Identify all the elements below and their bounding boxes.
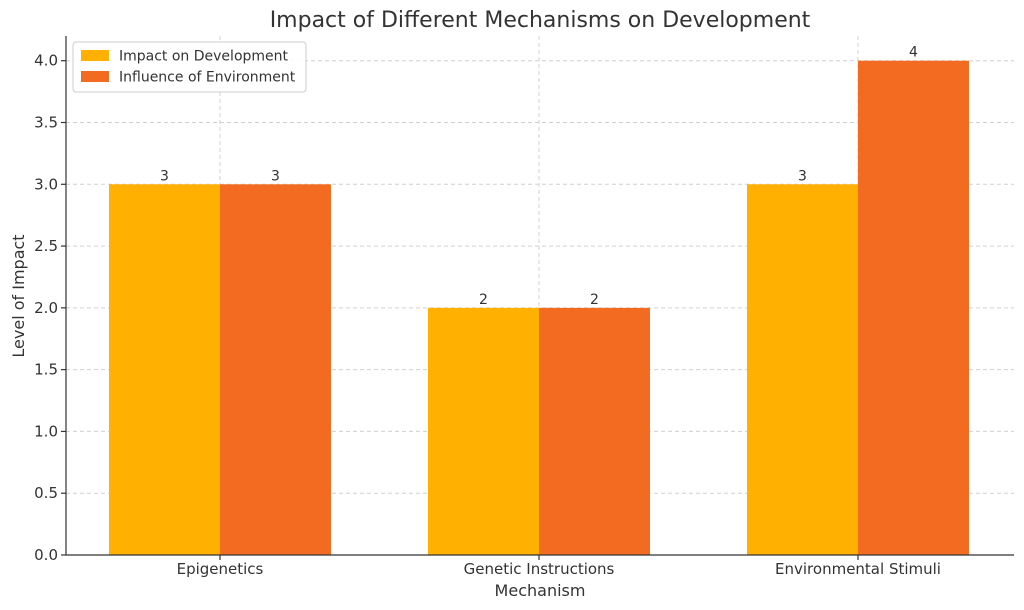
y-tick-label: 2.5 xyxy=(34,237,58,255)
y-tick-label: 2.0 xyxy=(34,299,58,317)
legend-label: Impact on Development xyxy=(119,49,289,65)
bar-influence-of-environment xyxy=(220,184,331,556)
y-tick-label: 4.0 xyxy=(34,52,58,70)
bar-impact-on-development xyxy=(747,184,858,556)
bar-influence-of-environment xyxy=(539,307,650,555)
x-tick-label: Genetic Instructions xyxy=(464,560,615,578)
labels-layer: 3 2 3 3 2 4 xyxy=(160,45,918,308)
bar-value-label: 4 xyxy=(909,45,918,61)
legend-box xyxy=(72,41,307,93)
bar-influence-of-environment xyxy=(858,60,969,555)
chart-title: Impact of Different Mechanisms on Develo… xyxy=(270,8,811,33)
legend: Impact on Development Influence of Enviro… xyxy=(72,41,307,93)
x-tick-label: Environmental Stimuli xyxy=(775,560,941,578)
x-tick-label: Epigenetics xyxy=(177,560,264,578)
y-axis-title: Level of Impact xyxy=(9,234,28,357)
y-tick-label: 3.5 xyxy=(34,114,58,132)
bars-layer xyxy=(109,60,969,556)
axes-layer: 0.0 0.5 1.0 1.5 2.0 2.5 3.0 3.5 4.0 Epigenetics Ge… xyxy=(34,36,1014,578)
bar-impact-on-development xyxy=(109,184,220,556)
y-tick-label: 1.5 xyxy=(34,361,58,379)
bar-value-label: 2 xyxy=(479,292,488,308)
bar-value-label: 3 xyxy=(160,168,169,184)
bar-value-label: 2 xyxy=(590,292,599,308)
x-axis-title: Mechanism xyxy=(495,581,586,600)
bar-impact-on-development xyxy=(428,307,539,555)
bar-value-label: 3 xyxy=(271,168,280,184)
y-tick-label: 0.5 xyxy=(34,484,58,502)
legend-swatch xyxy=(81,50,109,61)
bar-value-label: 3 xyxy=(798,168,807,184)
y-tick-label: 0.0 xyxy=(34,546,58,564)
legend-label: Influence of Environment xyxy=(119,70,296,86)
legend-swatch xyxy=(81,71,109,82)
y-tick-label: 1.0 xyxy=(34,422,58,440)
y-tick-label: 3.0 xyxy=(34,175,58,193)
